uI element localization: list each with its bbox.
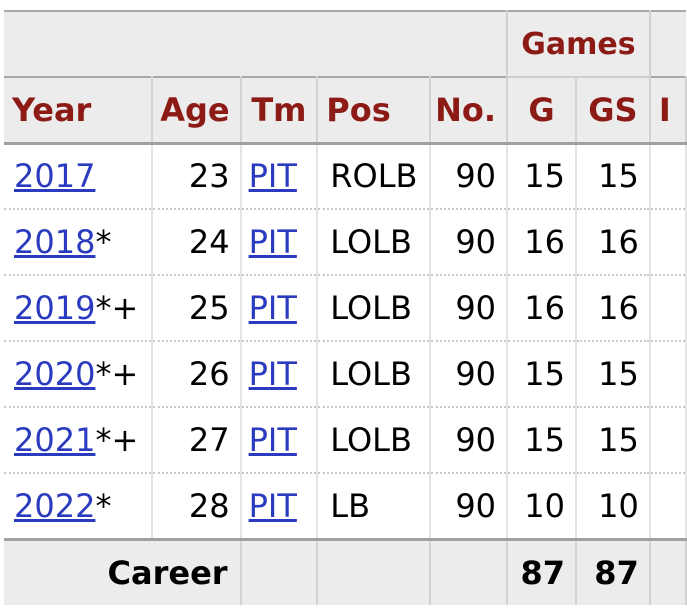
career-pos-cell: [317, 537, 432, 605]
header-position[interactable]: Pos: [317, 76, 432, 145]
team-cell: PIT: [240, 341, 319, 408]
games-started-cell: 15: [576, 341, 651, 408]
team-cell: PIT: [240, 143, 319, 210]
year-cell: 2019*+: [4, 275, 154, 342]
year-link[interactable]: 2018: [14, 223, 96, 261]
games-started-cell: 15: [576, 407, 651, 474]
games-started-cell: 16: [576, 209, 651, 276]
team-link[interactable]: PIT: [248, 223, 297, 261]
number-cell: 90: [430, 275, 509, 342]
header-next-column[interactable]: I: [649, 76, 687, 145]
career-no-cell: [430, 537, 509, 605]
career-label: Career: [4, 537, 242, 605]
table-row: 2019*+ 25 PIT LOLB 90 16 16: [4, 275, 687, 342]
games-group-header: Games: [506, 10, 651, 78]
top-border: [0, 0, 687, 10]
age-cell: 25: [152, 275, 242, 342]
position-cell: LOLB: [316, 407, 432, 474]
team-link[interactable]: PIT: [248, 355, 297, 393]
team-link[interactable]: PIT: [248, 486, 297, 525]
year-suffix: *: [95, 223, 112, 261]
age-cell: 27: [152, 407, 242, 474]
header-number[interactable]: No.: [430, 76, 509, 145]
position-cell: LB: [316, 473, 432, 540]
year-link[interactable]: 2022: [14, 486, 96, 525]
next-cell: [649, 143, 687, 210]
header-team[interactable]: Tm: [240, 76, 319, 145]
year-suffix: *+: [95, 289, 139, 327]
games-started-cell: 16: [576, 275, 651, 342]
table-row: 2022* 28 PIT LB 90 10 10: [4, 473, 687, 540]
team-cell: PIT: [240, 407, 319, 474]
career-games-started: 87: [576, 537, 651, 605]
next-cell: [649, 407, 687, 474]
header-games[interactable]: G: [507, 76, 578, 145]
number-cell: 90: [430, 407, 509, 474]
number-cell: 90: [430, 209, 509, 276]
games-started-cell: 10: [576, 473, 651, 540]
stats-body: 2017 23 PIT ROLB 90 15 15 2018* 24 PIT LOLB 90 16 16 2…: [4, 143, 687, 540]
year-cell: 2021*+: [4, 407, 154, 474]
header-age[interactable]: Age: [152, 76, 242, 145]
career-row: Career 87 87: [4, 537, 687, 605]
table-row: 2020*+ 26 PIT LOLB 90 15 15: [4, 341, 687, 408]
team-cell: PIT: [240, 473, 319, 540]
position-cell: ROLB: [316, 143, 432, 210]
year-suffix: *: [95, 486, 112, 525]
games-cell: 15: [506, 143, 578, 210]
year-link[interactable]: 2020: [14, 355, 96, 393]
next-cell: [649, 275, 687, 342]
age-cell: 28: [152, 473, 242, 540]
games-cell: 10: [506, 473, 578, 540]
position-cell: LOLB: [316, 209, 432, 276]
over-header-blank: [4, 10, 509, 77]
position-cell: LOLB: [316, 341, 432, 408]
team-cell: PIT: [240, 275, 319, 342]
team-cell: PIT: [240, 209, 319, 276]
over-header-row: Games: [4, 10, 686, 78]
year-suffix: *+: [95, 421, 139, 459]
year-cell: 2018*: [4, 209, 154, 276]
number-cell: 90: [430, 341, 509, 408]
next-cell: [649, 209, 687, 276]
table-row: 2018* 24 PIT LOLB 90 16 16: [4, 209, 687, 276]
career-games: 87: [507, 537, 578, 605]
stats-table: Games Year Age Tm Pos No. G GS I 2017 23 P…: [4, 10, 687, 605]
games-cell: 16: [506, 275, 578, 342]
year-cell: 2020*+: [4, 341, 154, 408]
games-cell: 16: [506, 209, 578, 276]
career-team-cell: [240, 537, 319, 605]
number-cell: 90: [430, 473, 509, 540]
table-row: 2017 23 PIT ROLB 90 15 15: [4, 143, 687, 210]
position-cell: LOLB: [316, 275, 432, 342]
career-next-cell: [649, 537, 687, 605]
year-cell: 2022*: [4, 473, 154, 540]
next-cell: [649, 473, 687, 540]
header-games-started[interactable]: GS: [576, 76, 651, 145]
age-cell: 26: [152, 341, 242, 408]
team-link[interactable]: PIT: [248, 289, 297, 327]
games-cell: 15: [506, 341, 578, 408]
year-link[interactable]: 2021: [14, 421, 96, 459]
team-link[interactable]: PIT: [248, 421, 297, 459]
next-cell: [649, 341, 687, 408]
header-year[interactable]: Year: [4, 76, 154, 145]
games-cell: 15: [506, 407, 578, 474]
year-link[interactable]: 2017: [14, 157, 96, 196]
table-row: 2021*+ 27 PIT LOLB 90 15 15: [4, 407, 687, 474]
year-link[interactable]: 2019: [14, 289, 96, 327]
year-cell: 2017: [4, 143, 154, 210]
team-link[interactable]: PIT: [248, 157, 297, 196]
age-cell: 23: [152, 143, 242, 210]
games-started-cell: 15: [576, 143, 651, 210]
number-cell: 90: [430, 143, 509, 210]
age-cell: 24: [152, 209, 242, 276]
over-header-edge: [649, 10, 686, 77]
year-suffix: *+: [95, 355, 139, 393]
column-header-row: Year Age Tm Pos No. G GS I: [4, 76, 687, 145]
